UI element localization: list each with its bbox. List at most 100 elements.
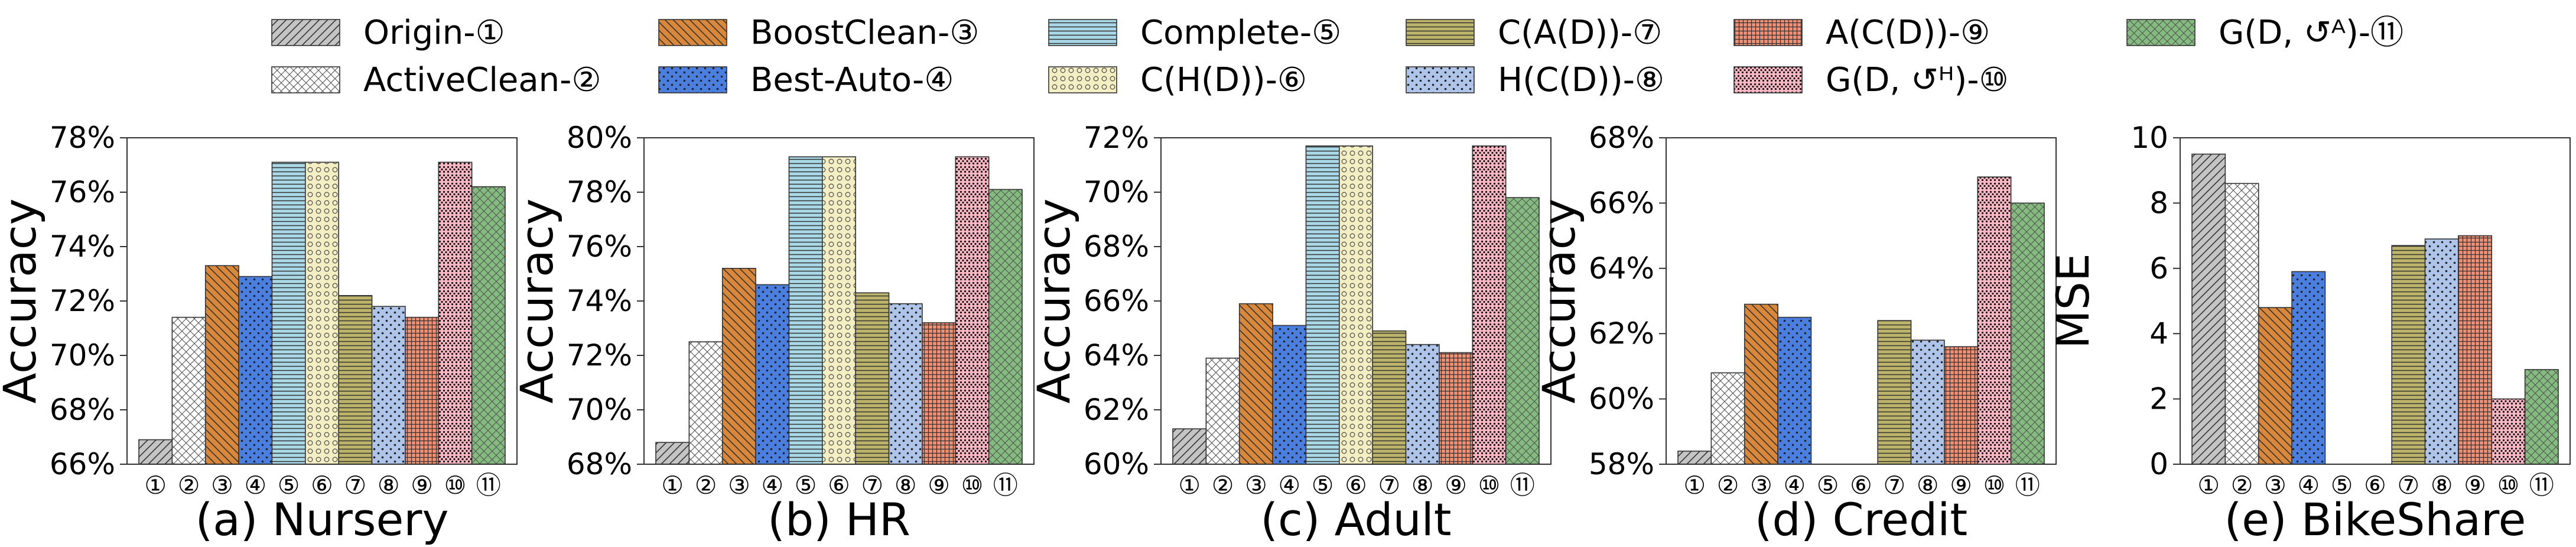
y-axis-label: Accuracy <box>510 199 563 404</box>
x-tick-label: ① <box>1178 471 1201 500</box>
y-tick-label: 66% <box>1589 186 1654 220</box>
bar <box>138 439 173 465</box>
bar <box>1472 145 1507 465</box>
bar <box>2291 271 2326 465</box>
legend-label: Origin-① <box>363 14 505 52</box>
y-tick-label: 78% <box>567 175 632 209</box>
bar <box>1505 197 1540 465</box>
x-tick-label: ⑪ <box>2015 471 2040 500</box>
legend-item: ActiveClean-② <box>271 61 601 99</box>
x-tick-label: ⑥ <box>1345 471 1367 500</box>
bar <box>1944 346 1979 465</box>
bar <box>1305 145 1340 465</box>
bar <box>988 189 1023 465</box>
legend-swatch <box>1048 19 1117 46</box>
x-tick-label: ⑩ <box>1478 471 1501 500</box>
x-tick-label: ⑨ <box>1445 471 1467 500</box>
x-tick-label: ⑩ <box>444 471 467 500</box>
bar <box>2524 369 2559 465</box>
legend-swatch <box>271 66 340 93</box>
x-tick-label: ② <box>1717 471 1739 500</box>
y-tick-label: 64% <box>1589 251 1654 286</box>
legend-item: BoostClean-③ <box>658 14 979 52</box>
x-tick-label: ⑤ <box>1817 471 1839 500</box>
bar <box>1710 372 1745 465</box>
bar <box>1439 352 1474 465</box>
bar <box>438 161 473 465</box>
bar <box>171 316 206 465</box>
legend-label: A(C(D))-⑨ <box>1826 14 1990 52</box>
bar <box>2491 398 2526 465</box>
y-tick-label: 4 <box>2149 316 2168 351</box>
x-tick-label: ⑥ <box>1850 471 1872 500</box>
x-tick-label: ② <box>1212 471 1234 500</box>
y-tick-label: 70% <box>1084 175 1149 209</box>
axes-frame <box>2180 137 2571 465</box>
legend-label: H(C(D))-⑧ <box>1498 61 1664 99</box>
x-tick-label: ④ <box>2297 471 2320 500</box>
bar <box>955 156 990 465</box>
y-tick-label: 66% <box>1084 284 1149 318</box>
y-tick-label: 72% <box>567 338 632 373</box>
y-tick-label: 62% <box>1084 393 1149 427</box>
y-axis-label: MSE <box>2047 253 2099 349</box>
chart-panel: 58% 60% 62% 64% 66% 68% ① ② ③ ④ ⑤ ⑥ ⑦ ⑧ ⑨ ⑩ ⑪ Accuracy (d)… <box>1533 121 2057 546</box>
bar <box>788 156 823 465</box>
bar <box>2258 307 2292 465</box>
x-tick-label: ⑩ <box>2497 471 2520 500</box>
bar <box>1744 303 1778 465</box>
legend-swatch <box>1048 66 1117 93</box>
x-tick-label: ① <box>144 471 167 500</box>
legend-item: A(C(D))-⑨ <box>1733 14 1990 52</box>
x-tick-label: ② <box>178 471 200 500</box>
bar <box>1238 303 1273 465</box>
bar <box>405 316 440 465</box>
x-tick-label: ⑤ <box>278 471 300 500</box>
bar <box>1172 428 1207 465</box>
bar <box>2224 183 2259 465</box>
y-axis-label: Accuracy <box>0 199 46 404</box>
legend-item: Best-Auto-④ <box>658 61 954 99</box>
y-tick-label: 10 <box>2131 121 2168 155</box>
x-tick-label: ④ <box>1278 471 1300 500</box>
y-tick-label: 70% <box>567 393 632 427</box>
x-tick-label: ④ <box>244 471 266 500</box>
chart-panel: 66% 68% 70% 72% 74% 76% 78% ① ② ③ ④ ⑤ ⑥ ⑦ ⑧ ⑨ ⑩ ⑪ Accuracy… <box>0 121 518 546</box>
legend-swatch <box>658 66 727 93</box>
x-tick-label: ⑥ <box>2364 471 2386 500</box>
x-tick-label: ① <box>661 471 684 500</box>
bar <box>822 156 856 465</box>
bar <box>2458 235 2493 465</box>
bar <box>1877 320 1912 465</box>
x-tick-label: ② <box>2231 471 2253 500</box>
x-tick-label: ③ <box>2264 471 2286 500</box>
bar <box>655 442 690 465</box>
x-tick-label: ⑪ <box>2529 471 2554 500</box>
legend-swatch <box>271 19 340 46</box>
bar <box>1977 176 2012 465</box>
y-tick-label: 76% <box>50 175 115 209</box>
x-tick-label: ⑧ <box>1917 471 1939 500</box>
x-tick-label: ⑧ <box>2431 471 2453 500</box>
panel-title: (c) Adult <box>1260 493 1451 546</box>
legend-swatch <box>658 19 727 46</box>
bar <box>755 284 790 465</box>
y-tick-label: 66% <box>50 447 115 481</box>
bar <box>471 186 506 465</box>
x-tick-label: ③ <box>728 471 750 500</box>
y-tick-label: 2 <box>2149 382 2168 416</box>
bar <box>371 306 406 465</box>
x-tick-label: ④ <box>761 471 783 500</box>
legend-label: ActiveClean-② <box>363 61 601 99</box>
legend-label: G(D, ↺ᴬ)-⑪ <box>2219 14 2403 52</box>
legend-item: G(D, ↺ᴴ)-⑩ <box>1733 61 2009 99</box>
chart-panels: 66%68%70%72%74%76%78%① ② ③ ④ ⑤ ⑥ ⑦ ⑧ ⑨ ⑩ ⑪Accuracy… <box>0 121 2571 546</box>
bar <box>1777 316 1812 465</box>
x-tick-label: ⑪ <box>993 471 1018 500</box>
x-tick-label: ⑦ <box>344 471 367 500</box>
bar <box>1677 451 1712 465</box>
x-tick-label: ④ <box>1783 471 1806 500</box>
legend-item: C(H(D))-⑥ <box>1048 61 1307 99</box>
bar <box>1372 330 1407 465</box>
bar <box>2391 245 2426 465</box>
